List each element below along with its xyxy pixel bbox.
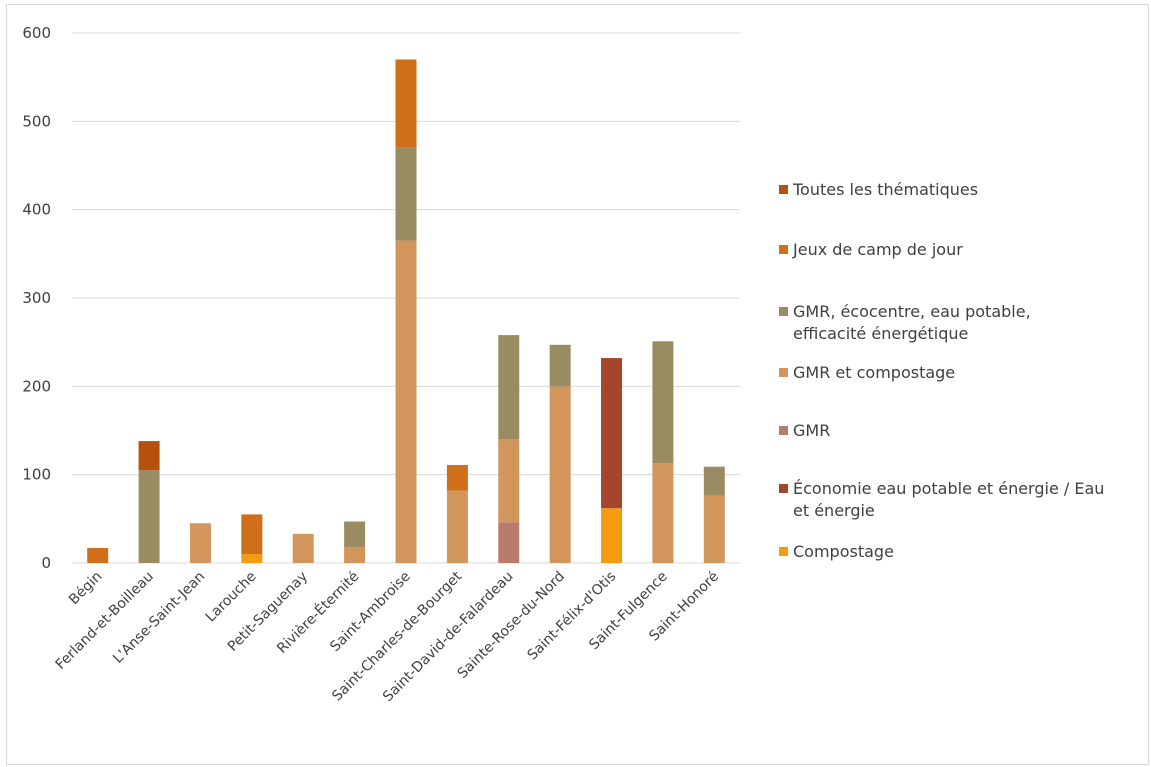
y-tick-label: 500 [22,112,51,130]
bar-segment [549,344,571,387]
bar-segment [292,533,314,563]
y-axis: 0 100 200 300 400 500 600 [22,24,51,572]
y-tick-label: 600 [22,24,51,42]
y-tick-label: 100 [22,466,51,484]
bar-segment [344,547,366,563]
legend-swatch [779,368,788,377]
y-tick-label: 400 [22,201,51,219]
y-tick-label: 200 [22,377,51,395]
chart-frame [6,4,1149,765]
legend-label: efficacité énergétique [793,324,968,343]
legend-label: et énergie [793,501,875,520]
bar-segment [601,508,623,563]
bar-segment [138,441,160,471]
bar-segment [652,341,674,464]
x-tick-label: L'Anse-Saint-Jean [110,569,208,667]
bar-segment [395,147,417,241]
bar-segment [652,463,674,563]
bar-segment [703,495,725,563]
y-tick-label: 0 [41,554,51,572]
x-tick-label: Ferland-et-Boilleau [53,569,157,673]
x-tick-label: Saint-Félix-d'Otis [524,569,619,664]
legend-label: GMR [793,421,830,440]
legend-label: Jeux de camp de jour [792,240,963,259]
bar-segment [241,514,263,555]
bar-segment [138,470,160,563]
legend-label: GMR et compostage [793,363,955,382]
bars [87,59,725,564]
bar-segment [87,547,109,563]
y-tick-label: 300 [22,289,51,307]
legend: Toutes les thématiques Jeux de camp de jo… [779,180,1104,561]
bar-segment [498,335,520,440]
bar-segment [703,466,725,496]
bar-segment [344,521,366,548]
bar-segment [189,523,211,563]
x-axis: BéginFerland-et-BoilleauL'Anse-Saint-Jea… [53,568,723,705]
bar-segment [498,522,520,563]
bar-segment [395,240,417,564]
bar-segment [395,59,417,148]
legend-swatch [779,426,788,435]
legend-swatch [779,484,788,493]
legend-swatch [779,307,788,316]
bar-segment [241,554,263,563]
x-tick-label: Bégin [66,569,106,609]
bar-segment [549,386,571,563]
legend-label: Économie eau potable et énergie / Eau [793,479,1104,498]
bar-segment [446,490,468,563]
bar-segment [446,464,468,491]
bar-segment [498,439,520,523]
legend-swatch [779,185,788,194]
legend-label: Toutes les thématiques [792,180,978,199]
legend-label: Compostage [793,542,894,561]
legend-swatch [779,547,788,556]
bar-segment [601,358,623,509]
legend-swatch [779,245,788,254]
legend-label: GMR, écocentre, eau potable, [793,302,1031,321]
